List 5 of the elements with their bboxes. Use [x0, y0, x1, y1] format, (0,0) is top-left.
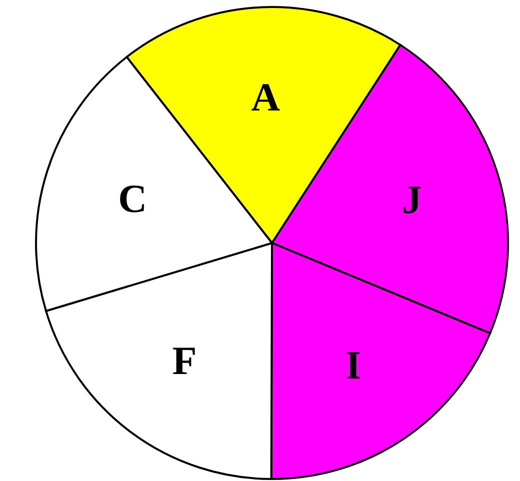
slice-label: A: [251, 74, 280, 120]
slice-label: C: [118, 176, 147, 222]
slice-label: J: [402, 177, 422, 222]
slice-label: F: [172, 338, 197, 383]
slice-label: I: [345, 342, 361, 388]
